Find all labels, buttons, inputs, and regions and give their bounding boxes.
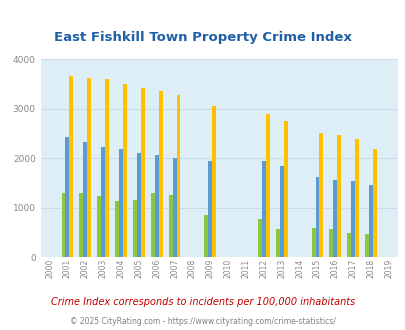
Bar bbox=[283, 121, 287, 257]
Bar bbox=[354, 139, 358, 257]
Bar bbox=[101, 147, 105, 257]
Bar bbox=[212, 106, 216, 257]
Bar bbox=[123, 84, 127, 257]
Text: © 2025 CityRating.com - https://www.cityrating.com/crime-statistics/: © 2025 CityRating.com - https://www.city… bbox=[70, 317, 335, 326]
Bar bbox=[79, 193, 83, 257]
Bar bbox=[119, 149, 123, 257]
Bar bbox=[132, 201, 136, 257]
Bar bbox=[87, 78, 91, 257]
Bar bbox=[368, 185, 372, 257]
Bar bbox=[105, 79, 109, 257]
Bar bbox=[315, 177, 319, 257]
Bar bbox=[279, 166, 283, 257]
Bar bbox=[350, 181, 354, 257]
Bar bbox=[172, 158, 176, 257]
Bar bbox=[261, 161, 265, 257]
Bar bbox=[168, 195, 172, 257]
Bar bbox=[136, 153, 141, 257]
Text: East Fishkill Town Property Crime Index: East Fishkill Town Property Crime Index bbox=[54, 31, 351, 45]
Bar bbox=[311, 228, 315, 257]
Bar bbox=[115, 201, 119, 257]
Bar bbox=[83, 142, 87, 257]
Bar bbox=[69, 76, 73, 257]
Bar bbox=[372, 148, 376, 257]
Bar bbox=[328, 229, 333, 257]
Bar bbox=[333, 180, 337, 257]
Bar bbox=[208, 161, 212, 257]
Bar bbox=[346, 233, 350, 257]
Bar bbox=[176, 95, 180, 257]
Bar bbox=[150, 193, 154, 257]
Bar bbox=[65, 137, 69, 257]
Bar bbox=[257, 219, 261, 257]
Bar bbox=[275, 229, 279, 257]
Bar bbox=[319, 133, 323, 257]
Bar bbox=[154, 155, 158, 257]
Bar bbox=[141, 88, 145, 257]
Bar bbox=[364, 234, 368, 257]
Bar bbox=[97, 195, 101, 257]
Bar bbox=[265, 115, 269, 257]
Bar bbox=[61, 193, 65, 257]
Text: Crime Index corresponds to incidents per 100,000 inhabitants: Crime Index corresponds to incidents per… bbox=[51, 297, 354, 307]
Bar bbox=[337, 135, 341, 257]
Bar bbox=[204, 215, 208, 257]
Bar bbox=[158, 91, 162, 257]
